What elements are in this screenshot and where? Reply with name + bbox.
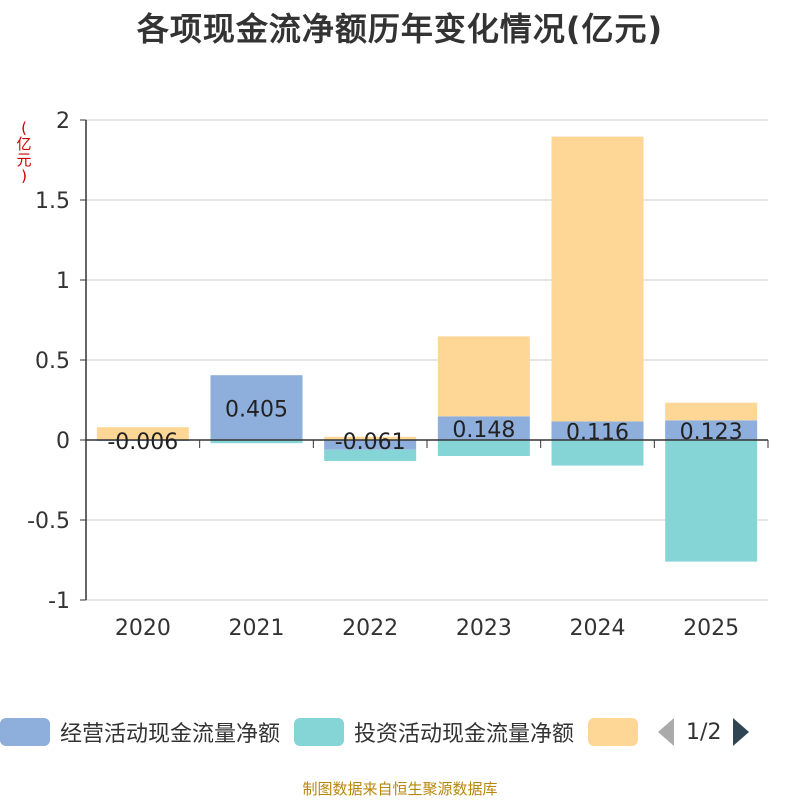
bar-segment [665,440,758,562]
legend-swatch [294,718,345,746]
legend-swatch [0,718,50,746]
y-tick-label: -1 [48,589,70,614]
x-category-label: 2021 [229,616,285,641]
y-tick-label: 1 [56,269,70,294]
bar-data-label: 0.123 [680,420,743,445]
y-tick-label: -0.5 [27,509,70,534]
legend-page-indicator: 1/2 [686,719,722,745]
next-page-icon[interactable] [733,718,750,746]
x-category-label: 2025 [683,616,739,641]
chart-title: 各项现金流净额历年变化情况(亿元) [136,10,664,48]
bar-segment [551,136,644,422]
prev-page-icon[interactable] [658,718,675,746]
y-tick-label: 2 [56,109,70,134]
y-tick-label: 0 [56,429,70,454]
unit-char: ( [21,119,27,137]
bar-chart: -1 -0.5 0 0.5 1 1.5 2 -0.006 0.405 -0.061 0.148 0.1… [27,109,769,641]
bar-segment [324,436,417,440]
bar-segment [96,427,189,440]
legend-pager: 1/2 [658,718,750,746]
bar-segment [551,421,644,440]
legend-item-third[interactable] [588,718,639,746]
bar-segment [437,416,530,440]
x-category-label: 2022 [342,616,398,641]
unit-char: ) [21,167,27,185]
legend-swatch [588,718,639,746]
x-category-label: 2023 [456,616,512,641]
bar-data-label: -0.006 [107,430,178,455]
y-tick-label: 0.5 [35,349,70,374]
x-category-label: 2024 [570,616,626,641]
bar-segment [210,375,303,440]
data-source-note: 制图数据来自恒生聚源数据库 [302,780,498,798]
bar-data-label: 0.116 [566,421,629,446]
bar-segment [437,336,530,417]
bar-data-label: 0.148 [452,418,515,443]
x-category-label: 2020 [115,616,171,641]
y-axis-unit-label: ( 亿 元 ) [12,120,36,184]
legend-label: 经营活动现金流量净额 [60,722,281,747]
bar-segment [665,420,758,440]
legend: 经营活动现金流量净额 投资活动现金流量净额 1/2 [0,712,800,752]
unit-char: 元 [16,151,32,169]
bar-segment [324,440,417,450]
y-tick-label: 1.5 [35,189,70,214]
bar-segment [210,440,303,444]
bar-segment [324,449,417,461]
bar-segment [437,440,530,456]
unit-char: 亿 [16,135,32,153]
bar-segment [665,402,758,421]
bar-segment [551,440,644,466]
bar-data-label: 0.405 [225,398,288,423]
legend-item-investing[interactable]: 投资活动现金流量净额 [294,716,574,748]
bar-data-label: -0.061 [335,430,406,455]
legend-item-operating[interactable]: 经营活动现金流量净额 [0,716,280,748]
legend-label: 投资活动现金流量净额 [354,722,575,747]
